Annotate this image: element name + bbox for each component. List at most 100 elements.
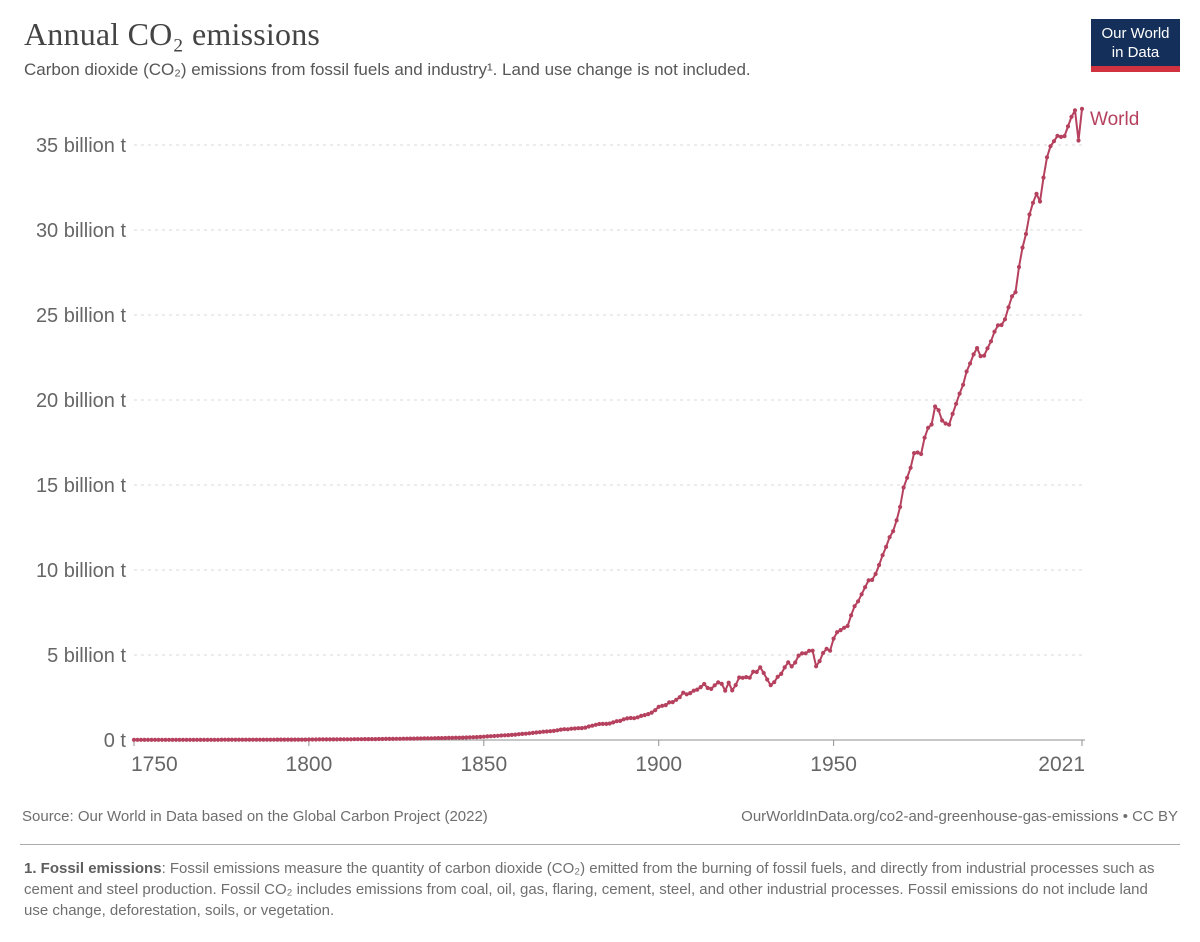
data-point: [226, 737, 231, 742]
x-tick-label: 1750: [131, 753, 178, 776]
data-point: [982, 353, 987, 358]
data-point: [219, 737, 224, 742]
data-point: [341, 737, 346, 742]
data-point: [859, 592, 864, 597]
data-point: [842, 625, 847, 630]
data-point: [478, 734, 483, 740]
data-point: [373, 737, 378, 742]
series-end-label[interactable]: World: [1090, 109, 1139, 130]
data-point: [849, 613, 854, 618]
data-point: [443, 735, 448, 741]
data-point: [583, 725, 588, 730]
data-point: [383, 736, 388, 742]
x-tick-label: 1850: [460, 753, 507, 776]
data-point: [149, 737, 154, 742]
data-point: [964, 369, 969, 374]
data-point: [145, 737, 151, 742]
data-point: [740, 675, 745, 680]
data-point: [404, 736, 409, 741]
data-point: [988, 339, 994, 344]
data-point: [495, 733, 500, 738]
emissions-line-chart[interactable]: 0 t 5 billion t 10 billion t 15 billion t 20…: [0, 88, 1200, 800]
data-point: [369, 737, 374, 742]
data-point: [233, 737, 238, 742]
data-point: [1076, 138, 1081, 143]
data-point: [229, 737, 234, 742]
data-point: [863, 585, 868, 590]
data-point: [646, 712, 651, 717]
data-point: [569, 726, 574, 731]
data-point: [814, 664, 819, 669]
world-series-line[interactable]: [133, 107, 1083, 741]
data-point: [667, 700, 672, 705]
data-point: [247, 737, 252, 742]
data-point: [499, 733, 504, 738]
source-text: Source: Our World in Data based on the G…: [22, 808, 488, 825]
data-point: [579, 726, 584, 731]
data-point: [971, 352, 976, 357]
data-point: [520, 731, 525, 737]
data-point: [313, 737, 318, 742]
data-point: [779, 671, 784, 677]
data-point: [236, 737, 241, 742]
data-point: [551, 728, 556, 734]
data-point: [642, 713, 647, 718]
data-point: [544, 729, 549, 734]
data-point: [730, 688, 735, 693]
data-point: [810, 648, 815, 653]
data-point: [562, 727, 567, 732]
data-point: [639, 713, 644, 719]
data-point: [884, 544, 889, 549]
data-point: [1013, 290, 1018, 295]
data-point: [387, 736, 392, 742]
data-point: [296, 737, 301, 742]
data-point: [856, 599, 861, 604]
owid-logo[interactable]: Our World in Data: [1091, 19, 1180, 72]
data-point: [796, 653, 801, 658]
data-point: [502, 733, 507, 738]
data-point: [292, 737, 297, 742]
data-point: [975, 346, 980, 351]
data-point: [240, 737, 245, 742]
data-point: [1009, 294, 1015, 299]
data-point: [180, 737, 186, 742]
data-point: [908, 465, 913, 470]
data-point: [852, 604, 857, 609]
data-point: [905, 475, 910, 480]
data-point: [677, 695, 682, 700]
data-point: [222, 737, 228, 742]
citation-link[interactable]: OurWorldInData.org/co2-and-greenhouse-ga…: [741, 808, 1178, 825]
data-point: [915, 450, 920, 455]
data-point: [1048, 144, 1053, 149]
data-point: [415, 736, 420, 741]
data-point: [513, 732, 518, 737]
data-point: [880, 553, 885, 558]
data-point: [135, 737, 140, 742]
owid-logo-line1: Our World: [1101, 25, 1170, 42]
data-point: [632, 716, 637, 721]
y-tick-label: 0 t: [104, 730, 127, 752]
data-point: [957, 391, 962, 396]
data-point: [527, 731, 532, 736]
data-point: [817, 659, 822, 664]
y-tick-label: 20 billion t: [36, 390, 127, 412]
data-point: [978, 354, 983, 359]
data-point: [541, 729, 546, 734]
data-point: [999, 322, 1004, 328]
data-point: [429, 736, 434, 741]
chart-header: Annual CO₂ emissions Carbon dioxide (CO₂…: [0, 0, 1200, 88]
data-point: [628, 715, 633, 721]
data-point: [1037, 199, 1043, 204]
data-point: [775, 674, 780, 679]
data-point: [625, 716, 630, 721]
data-point: [408, 736, 413, 741]
data-point: [191, 737, 196, 742]
data-point: [548, 729, 553, 734]
data-point: [747, 675, 752, 680]
data-point: [761, 670, 766, 676]
data-point: [835, 630, 840, 635]
data-point: [268, 737, 273, 742]
data-point: [1044, 155, 1050, 160]
data-point: [537, 730, 542, 735]
data-point: [1055, 133, 1060, 138]
